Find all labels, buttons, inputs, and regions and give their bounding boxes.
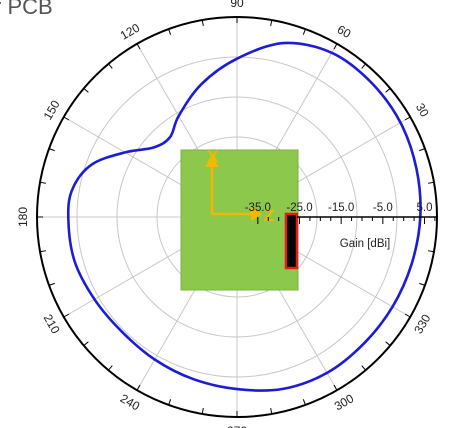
angle-tick-label: 270 — [227, 424, 247, 428]
angle-tick-label: 300 — [332, 391, 357, 413]
frame-tick — [136, 43, 141, 50]
angle-tick-label: 90 — [230, 0, 244, 10]
angle-tick-label: 30 — [413, 101, 432, 120]
frame-tick — [201, 407, 204, 415]
x-axis-marker: X — [207, 147, 219, 166]
frame-tick — [201, 19, 204, 27]
radial-tick-label: 5.0 — [417, 202, 433, 214]
radial-ticks: -35.0 -25.0 -15.0 -5.0 5.0 Gain [dBi] — [245, 202, 437, 250]
frame-tick — [427, 250, 435, 253]
frame-tick — [385, 341, 391, 346]
frame-tick — [361, 63, 366, 69]
frame-tick — [419, 282, 426, 286]
radial-tick-label: -35.0 — [245, 202, 271, 214]
gain-series-line — [66, 41, 422, 392]
frame-tick — [404, 116, 411, 121]
frame-tick — [302, 28, 306, 35]
frame-tick — [136, 384, 141, 391]
pcb-board — [180, 149, 299, 291]
frame-tick — [270, 19, 273, 27]
frame-tick — [83, 341, 89, 346]
frame-tick — [385, 88, 391, 93]
radial-tick-label: -25.0 — [286, 202, 312, 214]
frame-tick — [333, 384, 338, 391]
series-layer — [66, 41, 422, 392]
angle-tick-label: 210 — [41, 312, 63, 337]
frame-tick — [168, 28, 172, 35]
frame-tick — [333, 43, 338, 50]
z-axis-arrow-head — [251, 207, 262, 221]
angle-tick-label: 150 — [41, 98, 63, 123]
frame-tick — [39, 250, 47, 253]
antenna-element — [284, 212, 299, 270]
angle-tick-label: 60 — [335, 22, 354, 41]
frame-tick — [302, 399, 306, 406]
z-axis-marker: Z — [264, 206, 274, 225]
x-axis-arrow-head — [205, 156, 219, 167]
frame-tick — [361, 365, 366, 371]
frame-tick — [83, 88, 89, 93]
pcb-board-group: XZ — [180, 147, 299, 291]
frame-tick — [168, 399, 172, 406]
angle-tick-label: 330 — [411, 312, 433, 337]
frame-tick — [108, 365, 113, 371]
radial-tick-label: -5.0 — [373, 202, 393, 214]
frame-tick — [270, 407, 273, 415]
frame-tick — [419, 148, 426, 152]
angle-tick-label: 240 — [118, 391, 143, 413]
frame-tick — [48, 282, 55, 286]
frame-tick — [404, 313, 411, 318]
frame-tick — [63, 116, 70, 121]
angle-tick-label: 120 — [118, 20, 143, 42]
angle-ticks: 90 60 30 330 300 270 240 210 180 150 120 — [16, 0, 434, 428]
frame-tick — [63, 313, 70, 318]
frame-tick — [48, 148, 55, 152]
corner-title: r PCB — [0, 0, 53, 19]
radial-tick-label: -15.0 — [328, 202, 354, 214]
frame-tick — [427, 181, 435, 184]
frame-tick — [39, 181, 47, 184]
frame-tick — [108, 63, 113, 69]
angle-tick-label: 180 — [16, 207, 30, 227]
radial-axis-label: Gain [dBi] — [340, 238, 391, 250]
